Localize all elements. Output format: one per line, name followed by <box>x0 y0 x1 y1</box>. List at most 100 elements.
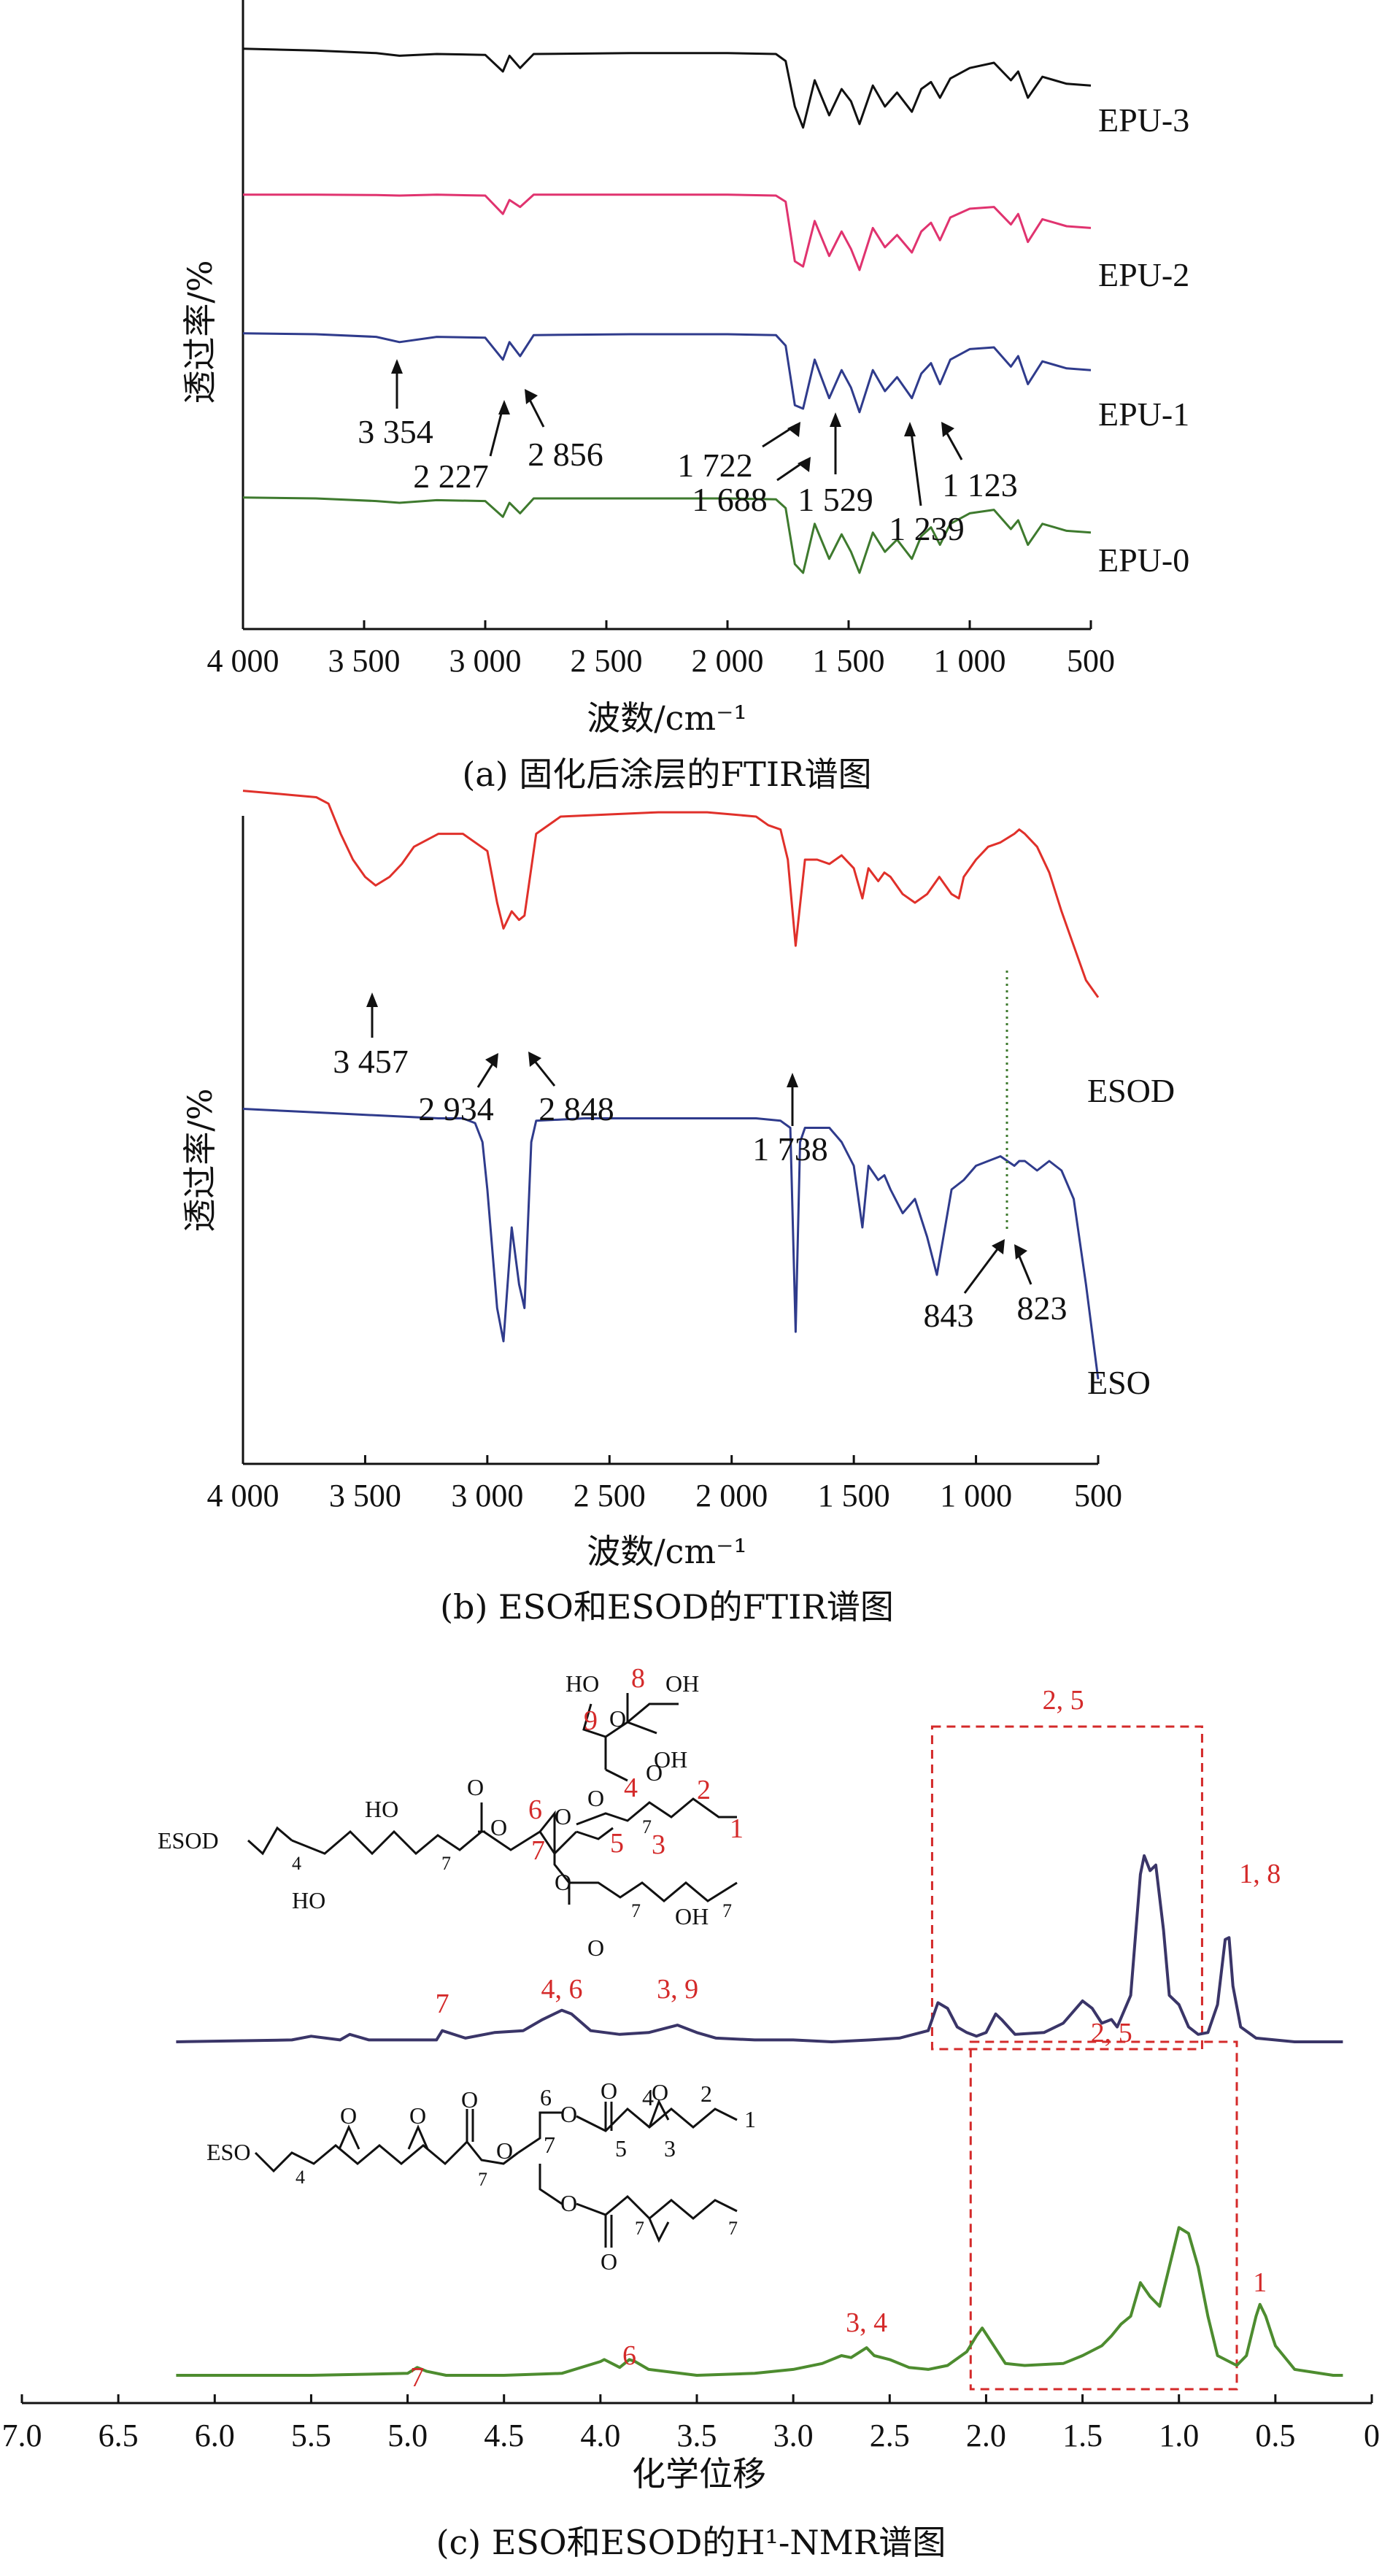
panel-c-peak-labels: 7 4, 6 3, 9 2, 5 1, 8 7 6 3, 4 2, 5 1 <box>410 1685 1281 2393</box>
eso-atom-o1: O <box>340 2102 357 2129</box>
panel-b-annotation-arrowhead <box>1014 1244 1027 1260</box>
panel-a-annotation-arrowhead <box>904 422 916 436</box>
panel-c-tick-label: 5.0 <box>387 2418 428 2453</box>
eso-upper-epoxide <box>648 2099 670 2128</box>
eso-num-2: 2 <box>700 2081 712 2107</box>
esod-num-5: 5 <box>610 1828 624 1859</box>
panel-c-tick-label: 4.0 <box>580 2418 620 2453</box>
eso-sub-7b: 7 <box>635 2218 644 2239</box>
panel-c-esod-peak-label: 2, 5 <box>1043 1685 1084 1716</box>
panel-c-esod-peak-label: 7 <box>436 1989 449 2019</box>
eso-atom-o9: O <box>601 2248 617 2275</box>
esod-structure-diagram: ESOD HO OH HO OH OH O O O O O O O O HO 8… <box>158 1663 744 1961</box>
panel-a-annotation-arrowhead <box>391 359 403 374</box>
panel-b-chart: 4 000 3 500 3 000 2 500 2 000 1 500 1 000 500 3… <box>180 790 1175 1627</box>
panel-b-annotation-823: 823 <box>1017 1289 1068 1327</box>
eso-lower-ester <box>604 2215 613 2248</box>
panel-b-tick-label: 1 000 <box>940 1478 1012 1513</box>
panel-c-tick-label: 1.5 <box>1062 2418 1103 2453</box>
panel-c-tick-label: 2.0 <box>966 2418 1006 2453</box>
panel-a-annotation-2-227: 2 227 <box>413 458 489 495</box>
panel-c-eso-peak-label: 7 <box>410 2362 424 2393</box>
panel-c-tick-label: 5.5 <box>291 2418 331 2453</box>
eso-structure-diagram: ESO O O O O O O O O O 6 4 2 1 7 <box>206 2078 756 2275</box>
panel-c-chart: 7.0 6.5 6.0 5.5 5.0 4.5 4.0 3.5 3.0 2.5 2.0 1.5 1.0 0… <box>2 1663 1381 2562</box>
panel-c-esod-peak-label: 4, 6 <box>541 1974 583 2005</box>
eso-upper-chain <box>576 2107 738 2132</box>
panel-b-tick-label: 1 500 <box>818 1478 890 1513</box>
esod-atom-ho-top: HO <box>565 1670 599 1697</box>
panel-b-annotation-3-457: 3 457 <box>333 1043 409 1080</box>
esod-chain-bonds <box>247 1802 578 1856</box>
panel-c-tick-label: 4.5 <box>484 2418 524 2453</box>
esod-num-1: 1 <box>730 1813 744 1844</box>
panel-b-annotation-2-848: 2 848 <box>538 1090 614 1127</box>
eso-sub-7c: 7 <box>728 2218 738 2239</box>
panel-a-annotation-1-688: 1 688 <box>692 481 768 518</box>
panel-b-tick-label: 2 500 <box>574 1478 646 1513</box>
panel-a-annotation-arrowhead <box>525 389 538 404</box>
panel-a-tick-label: 500 <box>1067 643 1115 679</box>
panel-b-y-label: 透过率/% <box>180 1088 220 1232</box>
panel-b-series-labels: ESOD ESO <box>1087 1072 1175 1401</box>
panel-a-tick-label: 4 000 <box>207 643 279 679</box>
eso-num-7: 7 <box>544 2132 555 2158</box>
panel-c-tick-label: 0.5 <box>1255 2418 1295 2453</box>
panel-a-annotation-3-354: 3 354 <box>358 413 433 450</box>
panel-b-annotation-arrow <box>963 1243 1003 1294</box>
eso-sub-4: 4 <box>296 2167 305 2188</box>
panel-b-tick-label: 3 000 <box>451 1478 523 1513</box>
panel-a-line-epu-1 <box>242 332 1092 414</box>
eso-atom-o3: O <box>461 2086 478 2113</box>
panel-b-line-esod <box>242 790 1100 998</box>
panel-c-eso-peak-label: 3, 4 <box>846 2307 887 2338</box>
eso-epoxide-2 <box>407 2124 429 2150</box>
eso-num-4: 4 <box>642 2084 654 2110</box>
panel-c-eso-peak-label: 1 <box>1253 2267 1267 2298</box>
esod-sub-7c: 7 <box>631 1900 641 1921</box>
esod-num-9: 9 <box>584 1705 598 1736</box>
panel-a-tick-label: 2 000 <box>692 643 764 679</box>
esod-atom-oh-top: OH <box>665 1670 699 1697</box>
panel-c-esod-peak-label: 3, 9 <box>657 1974 698 2005</box>
eso-glycerol-bonds <box>517 2111 563 2205</box>
panel-a-annotation-1-239: 1 239 <box>889 510 965 547</box>
panel-a-line-epu-3 <box>242 47 1092 129</box>
panel-a-annotation-arrowhead <box>830 412 841 427</box>
panel-a-x-ticks: 4 000 3 500 3 000 2 500 2 000 1 500 1 000 500 <box>207 620 1115 679</box>
panel-a-series <box>242 47 1092 574</box>
panel-c-esod-peak-label: 1, 8 <box>1239 1859 1281 1889</box>
esod-atom-o3: O <box>555 1803 571 1829</box>
eso-epoxide-1 <box>338 2124 360 2150</box>
panel-a-tick-label: 3 500 <box>328 643 401 679</box>
panel-b-annotation-arrowhead <box>528 1052 541 1067</box>
panel-c-tick-label: 0 <box>1364 2418 1380 2453</box>
panel-a-annotation-arrowhead <box>798 457 811 472</box>
panel-a-line-epu-0 <box>242 496 1092 574</box>
esod-upper-chain <box>576 1797 737 1826</box>
esod-atom-o5: O <box>646 1759 663 1786</box>
panel-c-series <box>176 1854 1343 2377</box>
panel-a-annotation-1-529: 1 529 <box>798 481 873 518</box>
esod-num-8: 8 <box>631 1663 645 1694</box>
panel-b-tick-label: 3 500 <box>329 1478 401 1513</box>
esod-lower-chain <box>569 1881 738 1902</box>
eso-atom-o4: O <box>496 2137 513 2164</box>
panel-c-tick-label: 3.0 <box>773 2418 814 2453</box>
panel-a-annotation-arrow <box>909 426 922 506</box>
panel-a-y-label: 透过率/% <box>180 260 220 404</box>
panel-a-series-labels: EPU-3 EPU-2 EPU-1 EPU-0 <box>1098 101 1189 579</box>
panel-b-annotation-arrowhead <box>787 1073 798 1087</box>
eso-atom-o7: O <box>652 2079 668 2105</box>
panel-b-tick-label: 4 000 <box>207 1478 279 1513</box>
esod-structure-prefix: ESOD <box>158 1827 219 1854</box>
panel-c-tick-label: 2.5 <box>870 2418 910 2453</box>
esod-num-7: 7 <box>531 1835 545 1866</box>
panel-a-tick-label: 3 000 <box>449 643 522 679</box>
eso-lower-epoxide <box>648 2218 670 2243</box>
eso-upper-ester <box>604 2102 613 2131</box>
panel-c-line-eso <box>176 2226 1343 2377</box>
